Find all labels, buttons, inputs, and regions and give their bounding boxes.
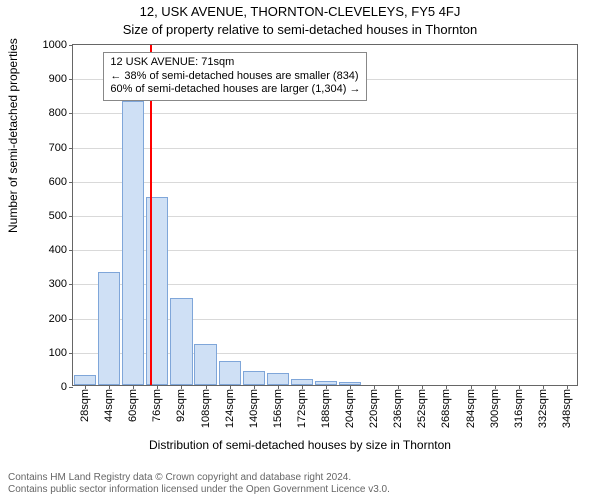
- x-tick-label: 76sqm: [151, 389, 163, 422]
- x-tick-label: 284sqm: [465, 389, 477, 428]
- x-tick-label: 124sqm: [224, 389, 236, 428]
- histogram-bar: [98, 272, 120, 385]
- x-tick-label: 236sqm: [392, 389, 404, 428]
- annotation-line: ← 38% of semi-detached houses are smalle…: [110, 70, 360, 84]
- x-tick-label: 300sqm: [489, 389, 501, 428]
- x-tick-label: 220sqm: [368, 389, 380, 428]
- x-tick-label: 316sqm: [513, 389, 525, 428]
- annotation-box: 12 USK AVENUE: 71sqm← 38% of semi-detach…: [103, 52, 367, 101]
- x-tick-label: 204sqm: [344, 389, 356, 428]
- chart-subtitle: Size of property relative to semi-detach…: [0, 22, 600, 37]
- histogram-bar: [122, 101, 144, 385]
- x-tick-label: 108sqm: [200, 389, 212, 428]
- histogram-bar: [194, 344, 216, 385]
- y-tick-mark: [69, 113, 73, 114]
- y-tick-mark: [69, 284, 73, 285]
- x-tick-label: 268sqm: [440, 389, 452, 428]
- y-tick-mark: [69, 182, 73, 183]
- annotation-line: 60% of semi-detached houses are larger (…: [110, 83, 360, 97]
- x-tick-label: 188sqm: [320, 389, 332, 428]
- y-tick-mark: [69, 250, 73, 251]
- histogram-bar: [243, 371, 265, 385]
- chart-title: 12, USK AVENUE, THORNTON-CLEVELEYS, FY5 …: [0, 4, 600, 19]
- x-tick-label: 140sqm: [248, 389, 260, 428]
- attribution-footer: Contains HM Land Registry data © Crown c…: [8, 472, 390, 496]
- histogram-bar: [219, 361, 241, 385]
- y-tick-mark: [69, 319, 73, 320]
- histogram-bar: [170, 298, 192, 385]
- x-tick-label: 28sqm: [79, 389, 91, 422]
- y-tick-mark: [69, 216, 73, 217]
- x-tick-label: 60sqm: [127, 389, 139, 422]
- x-tick-label: 44sqm: [103, 389, 115, 422]
- gridline-h: [73, 148, 577, 149]
- x-tick-label: 332sqm: [537, 389, 549, 428]
- y-axis-label: Number of semi-detached properties: [6, 38, 20, 233]
- plot-area: 0100200300400500600700800900100028sqm44s…: [72, 44, 578, 386]
- annotation-line: 12 USK AVENUE: 71sqm: [110, 56, 360, 70]
- histogram-bar: [74, 375, 96, 385]
- histogram-bar: [267, 373, 289, 385]
- gridline-h: [73, 182, 577, 183]
- x-tick-label: 252sqm: [416, 389, 428, 428]
- x-axis-label: Distribution of semi-detached houses by …: [0, 438, 600, 452]
- y-tick-mark: [69, 45, 73, 46]
- y-tick-mark: [69, 79, 73, 80]
- x-tick-label: 156sqm: [272, 389, 284, 428]
- y-tick-mark: [69, 353, 73, 354]
- x-tick-label: 348sqm: [561, 389, 573, 428]
- footer-line: Contains public sector information licen…: [8, 484, 390, 496]
- y-tick-mark: [69, 148, 73, 149]
- chart-root: 12, USK AVENUE, THORNTON-CLEVELEYS, FY5 …: [0, 0, 600, 500]
- x-tick-label: 172sqm: [296, 389, 308, 428]
- x-tick-label: 92sqm: [175, 389, 187, 422]
- gridline-h: [73, 113, 577, 114]
- y-tick-mark: [69, 387, 73, 388]
- footer-line: Contains HM Land Registry data © Crown c…: [8, 472, 390, 484]
